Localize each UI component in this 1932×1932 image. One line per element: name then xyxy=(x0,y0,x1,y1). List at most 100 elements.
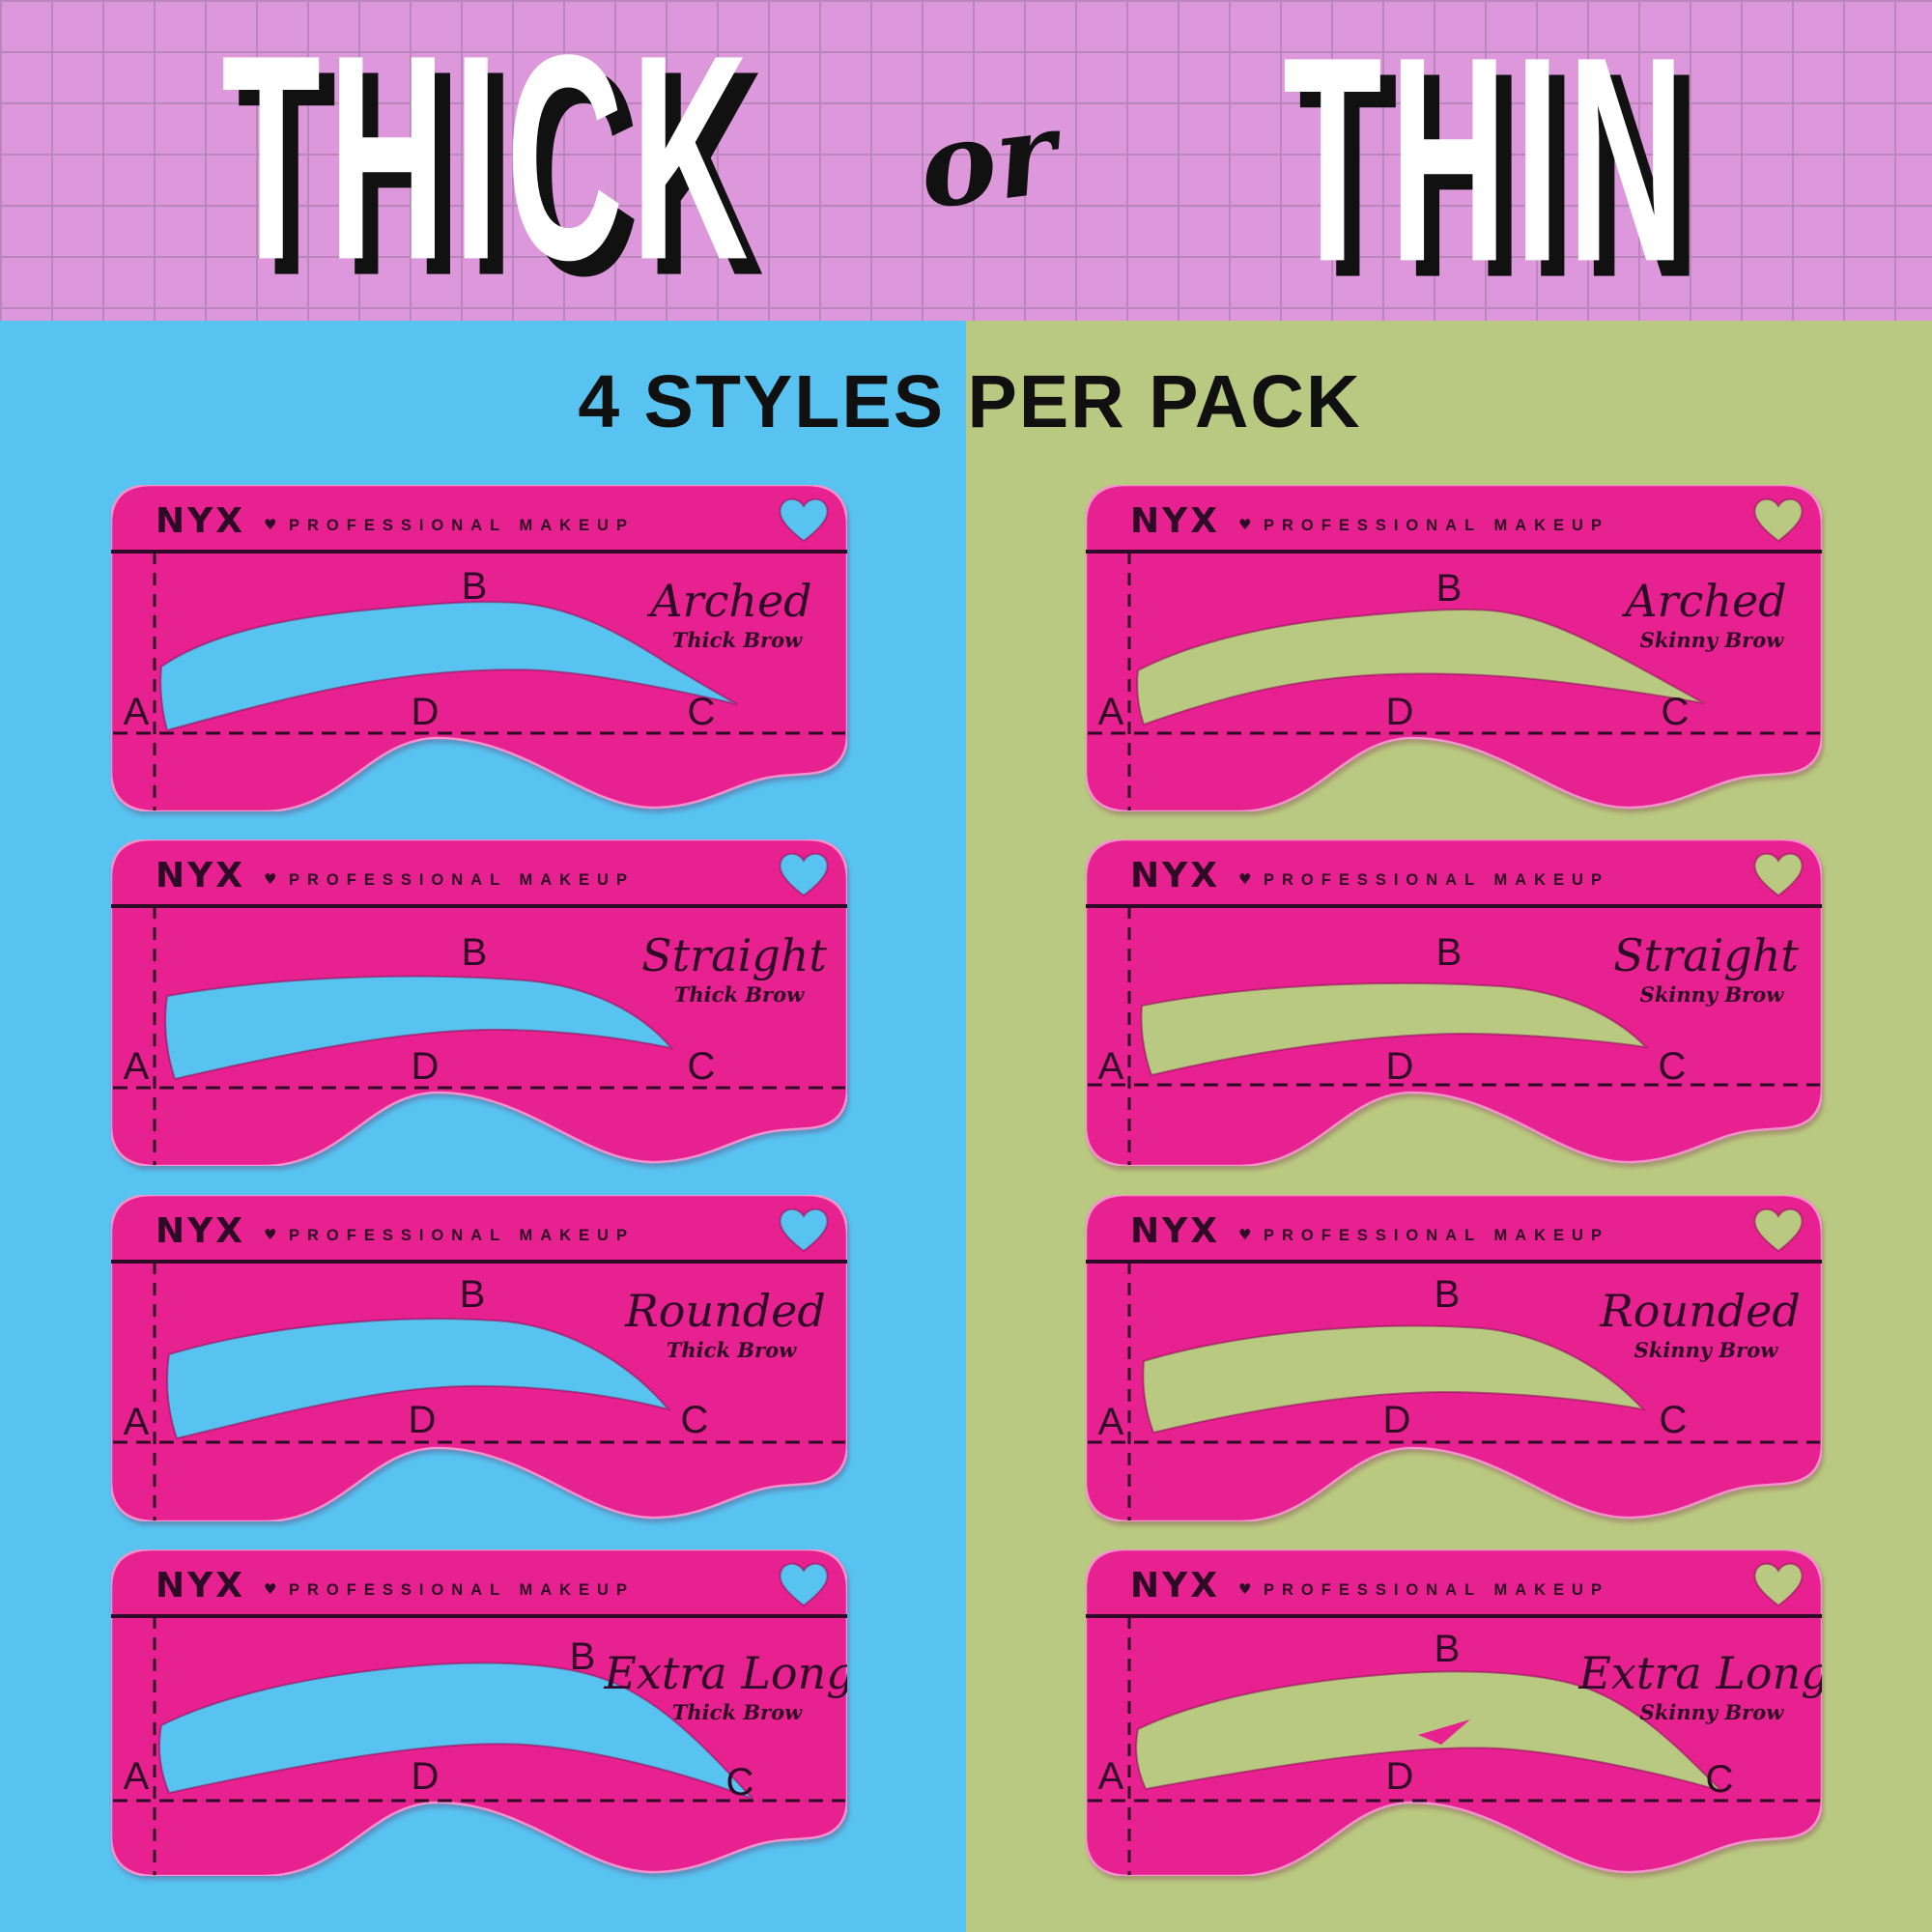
style-sub-label: Skinny Brow xyxy=(1640,628,1785,652)
style-sub-label: Thick Brow xyxy=(672,628,803,652)
page-title: 4 STYLES PER PACK xyxy=(578,360,1362,443)
stencil-notch xyxy=(1418,1719,1470,1745)
marker-d: D xyxy=(1386,1045,1414,1088)
brand-logo: NYX xyxy=(156,856,245,895)
marker-a: A xyxy=(1098,1401,1124,1443)
brow-cutout xyxy=(1142,1324,1646,1435)
heart-cutout-icon xyxy=(779,1208,829,1253)
brow-cutout xyxy=(164,975,674,1081)
stencil-card-straight-thick: NYX ♥ PROFESSIONAL MAKEUP A B C D Straig… xyxy=(111,839,847,1166)
marker-c: C xyxy=(726,1761,754,1804)
stencil-card-extralong-skinny: NYX ♥ PROFESSIONAL MAKEUP A B C D Extra … xyxy=(1086,1549,1822,1876)
marker-c: C xyxy=(1662,691,1690,733)
marker-d: D xyxy=(412,691,440,733)
style-sub-label: Thick Brow xyxy=(674,982,805,1007)
style-name: Arched xyxy=(1621,575,1786,627)
marker-d: D xyxy=(412,1755,440,1798)
brow-cutout xyxy=(159,601,738,732)
brand-heart-icon: ♥ xyxy=(264,1580,276,1598)
marker-a: A xyxy=(124,1755,150,1798)
heart-cutout-icon xyxy=(1753,852,1804,897)
style-name: Rounded xyxy=(624,1285,826,1337)
brand-tagline: PROFESSIONAL MAKEUP xyxy=(289,1227,635,1244)
style-sub-label: Skinny Brow xyxy=(1640,982,1785,1007)
brand-logo: NYX xyxy=(156,1566,245,1605)
style-name: Extra Long xyxy=(1577,1647,1822,1699)
brand-tagline: PROFESSIONAL MAKEUP xyxy=(289,1581,635,1599)
marker-c: C xyxy=(688,1045,716,1088)
style-name: Rounded xyxy=(1599,1285,1801,1337)
heart-cutout-icon xyxy=(1753,497,1804,543)
brand-heart-icon: ♥ xyxy=(1238,1580,1251,1598)
marker-a: A xyxy=(124,1045,150,1088)
style-sub-label: Thick Brow xyxy=(672,1700,803,1724)
marker-b: B xyxy=(1435,1628,1461,1670)
top-banner: THICK or THIN xyxy=(0,0,1932,321)
thick-word-block: THICK xyxy=(6,12,972,303)
stencil-card-rounded-skinny: NYX ♥ PROFESSIONAL MAKEUP A B C D Rounde… xyxy=(1086,1195,1822,1521)
brand-tagline: PROFESSIONAL MAKEUP xyxy=(289,871,635,889)
marker-d: D xyxy=(1386,691,1414,733)
marker-d: D xyxy=(412,1045,440,1088)
marker-a: A xyxy=(1098,1045,1124,1088)
marker-b: B xyxy=(460,1273,486,1316)
heart-cutout-icon xyxy=(779,1562,829,1607)
style-name: Straight xyxy=(641,929,827,981)
heart-cutout-icon xyxy=(779,852,829,897)
brand-heart-icon: ♥ xyxy=(264,1226,276,1243)
marker-b: B xyxy=(462,565,488,608)
brand-tagline: PROFESSIONAL MAKEUP xyxy=(1264,517,1609,534)
style-sub-label: Skinny Brow xyxy=(1640,1700,1785,1724)
brand-heart-icon: ♥ xyxy=(264,516,276,533)
marker-d: D xyxy=(1383,1399,1411,1441)
style-name: Arched xyxy=(646,575,811,627)
marker-a: A xyxy=(124,1401,150,1443)
brand-logo: NYX xyxy=(156,1211,245,1251)
marker-b: B xyxy=(1435,1273,1461,1316)
brand-tagline: PROFESSIONAL MAKEUP xyxy=(1264,1227,1609,1244)
marker-c: C xyxy=(1659,1045,1687,1088)
heart-cutout-icon xyxy=(779,497,829,543)
brand-tagline: PROFESSIONAL MAKEUP xyxy=(1264,871,1609,889)
marker-b: B xyxy=(1436,931,1463,974)
heart-cutout-icon xyxy=(1753,1562,1804,1607)
brand-heart-icon: ♥ xyxy=(264,870,276,888)
marker-d: D xyxy=(409,1399,437,1441)
stencil-card-arched-thick: NYX ♥ PROFESSIONAL MAKEUP A B C D Arched… xyxy=(111,485,847,811)
marker-b: B xyxy=(1436,567,1463,610)
brand-tagline: PROFESSIONAL MAKEUP xyxy=(289,517,635,534)
marker-b: B xyxy=(570,1635,596,1678)
thick-word: THICK xyxy=(221,0,756,322)
brand-logo: NYX xyxy=(1130,1211,1220,1251)
stencil-card-arched-skinny: NYX ♥ PROFESSIONAL MAKEUP A B C D Arched… xyxy=(1086,485,1822,811)
brand-tagline: PROFESSIONAL MAKEUP xyxy=(1264,1581,1609,1599)
brow-cutout xyxy=(1135,1670,1722,1792)
brand-logo: NYX xyxy=(1130,856,1220,895)
brow-cutout xyxy=(158,1662,753,1800)
brand-logo: NYX xyxy=(1130,501,1220,541)
thin-word: THIN xyxy=(1283,0,1692,324)
marker-c: C xyxy=(681,1399,709,1441)
stencil-card-rounded-thick: NYX ♥ PROFESSIONAL MAKEUP A B C D Rounde… xyxy=(111,1195,847,1521)
brand-heart-icon: ♥ xyxy=(1238,1226,1251,1243)
marker-c: C xyxy=(688,691,716,733)
style-sub-label: Thick Brow xyxy=(667,1338,797,1362)
brand-logo: NYX xyxy=(1130,1566,1220,1605)
style-name: Straight xyxy=(1613,929,1799,981)
marker-d: D xyxy=(1386,1755,1414,1798)
stencil-card-extralong-thick: NYX ♥ PROFESSIONAL MAKEUP A B C D Extra … xyxy=(111,1549,847,1876)
brow-cutout xyxy=(1136,608,1705,726)
marker-a: A xyxy=(124,691,150,733)
style-name: Extra Long xyxy=(603,1647,847,1699)
brow-cutout xyxy=(166,1318,671,1440)
style-sub-label: Skinny Brow xyxy=(1634,1338,1779,1362)
heart-cutout-icon xyxy=(1753,1208,1804,1253)
stencil-card-straight-skinny: NYX ♥ PROFESSIONAL MAKEUP A B C D Straig… xyxy=(1086,839,1822,1166)
brow-cutout xyxy=(1140,981,1649,1077)
marker-b: B xyxy=(462,931,488,974)
thin-word-block: THIN xyxy=(1005,14,1932,305)
marker-a: A xyxy=(1098,691,1124,733)
brand-logo: NYX xyxy=(156,501,245,541)
marker-c: C xyxy=(1660,1399,1688,1441)
